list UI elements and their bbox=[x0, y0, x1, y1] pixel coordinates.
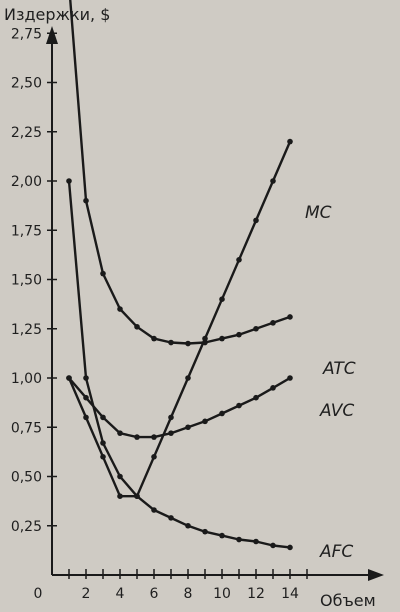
y-tick-label: 2,25 bbox=[11, 125, 42, 141]
atc-label: ATC bbox=[322, 359, 356, 379]
y-axis-arrow bbox=[46, 26, 58, 44]
x-tick-label: 0 bbox=[34, 586, 43, 602]
atc-point bbox=[236, 331, 242, 338]
afc-point bbox=[236, 536, 242, 543]
afc-point bbox=[202, 528, 208, 535]
x-axis-arrow bbox=[368, 569, 384, 581]
atc-point bbox=[270, 320, 276, 326]
mc-point bbox=[270, 178, 276, 184]
avc-point bbox=[236, 402, 242, 409]
y-tick-label: 1,50 bbox=[11, 273, 42, 289]
atc-point bbox=[202, 339, 208, 346]
mc-label: MC bbox=[305, 203, 332, 223]
mc-point bbox=[168, 414, 174, 421]
avc-point bbox=[134, 434, 140, 440]
avc-point bbox=[219, 410, 225, 417]
y-tick-label: 0,50 bbox=[11, 470, 42, 486]
afc-point bbox=[117, 473, 123, 480]
afc-label: AFC bbox=[319, 542, 353, 562]
mc-point bbox=[151, 454, 157, 460]
y-tick-label: 2,00 bbox=[11, 174, 42, 190]
x-tick-label: 4 bbox=[116, 586, 125, 602]
avc-point bbox=[66, 375, 72, 381]
x-tick-label: 8 bbox=[184, 586, 193, 602]
mc-point bbox=[236, 257, 242, 263]
afc-point bbox=[253, 538, 259, 545]
afc-point bbox=[66, 178, 72, 184]
atc-point bbox=[185, 340, 191, 347]
mc-point bbox=[219, 296, 225, 303]
avc-point bbox=[151, 434, 157, 440]
afc-point bbox=[185, 522, 191, 529]
avc-point bbox=[270, 385, 276, 391]
atc-point bbox=[219, 335, 225, 342]
afc-point bbox=[83, 375, 89, 381]
mc-point bbox=[287, 138, 293, 145]
y-tick-label: 0,25 bbox=[11, 519, 42, 535]
mc-point bbox=[100, 454, 106, 460]
afc-point bbox=[287, 544, 293, 551]
atc-point bbox=[168, 339, 174, 346]
afc-point bbox=[134, 493, 140, 500]
avc-point bbox=[185, 424, 191, 431]
y-tick-label: 0,75 bbox=[11, 420, 42, 436]
y-tick-label: 1,75 bbox=[11, 223, 42, 239]
mc-point bbox=[253, 217, 259, 224]
atc-point bbox=[134, 323, 140, 330]
atc-point bbox=[151, 335, 157, 342]
afc-line bbox=[67, 179, 292, 549]
avc-point bbox=[168, 430, 174, 436]
afc-point bbox=[100, 440, 106, 446]
atc-point bbox=[287, 314, 293, 320]
avc-point bbox=[100, 414, 106, 421]
atc-point bbox=[117, 306, 123, 312]
avc-point bbox=[287, 375, 293, 381]
x-tick-label: 2 bbox=[82, 586, 91, 602]
mc-line bbox=[67, 140, 292, 498]
x-tick-label: 12 bbox=[247, 586, 265, 602]
mc-point bbox=[202, 335, 208, 342]
afc-point bbox=[151, 507, 157, 513]
y-tick-label: 2,50 bbox=[11, 76, 42, 92]
mc-point bbox=[185, 375, 191, 381]
atc-point bbox=[83, 197, 89, 204]
x-axis-title: Объем bbox=[320, 591, 376, 610]
ticks: 0,25 0,50 0,75 1,00 1,25 1,50 1,75 2,00 2,25 2,50… bbox=[11, 26, 308, 602]
avc-point bbox=[83, 394, 89, 401]
labels-layer: MC ATC AVC AFC bbox=[305, 203, 356, 562]
avc-point bbox=[117, 430, 123, 436]
x-tick-label: 14 bbox=[281, 586, 299, 602]
y-tick-label: 2,75 bbox=[11, 26, 42, 42]
x-tick-label: 10 bbox=[213, 586, 231, 602]
atc-line bbox=[69, 0, 292, 345]
mc-point bbox=[117, 493, 123, 500]
y-tick-label: 1,00 bbox=[11, 371, 42, 387]
avc-label: AVC bbox=[319, 401, 354, 421]
afc-point bbox=[219, 532, 225, 539]
series-layer bbox=[66, 0, 293, 551]
y-axis-title: Издержки, $ bbox=[4, 5, 110, 24]
avc-line bbox=[67, 376, 292, 439]
atc-point bbox=[100, 270, 106, 277]
avc-point bbox=[202, 418, 208, 425]
afc-point bbox=[270, 542, 276, 549]
axes bbox=[46, 26, 384, 581]
atc-point bbox=[253, 325, 259, 332]
avc-point bbox=[253, 394, 259, 401]
x-tick-label: 6 bbox=[150, 586, 159, 602]
y-tick-label: 1,25 bbox=[11, 322, 42, 338]
mc-point bbox=[83, 414, 89, 421]
afc-point bbox=[168, 515, 174, 521]
